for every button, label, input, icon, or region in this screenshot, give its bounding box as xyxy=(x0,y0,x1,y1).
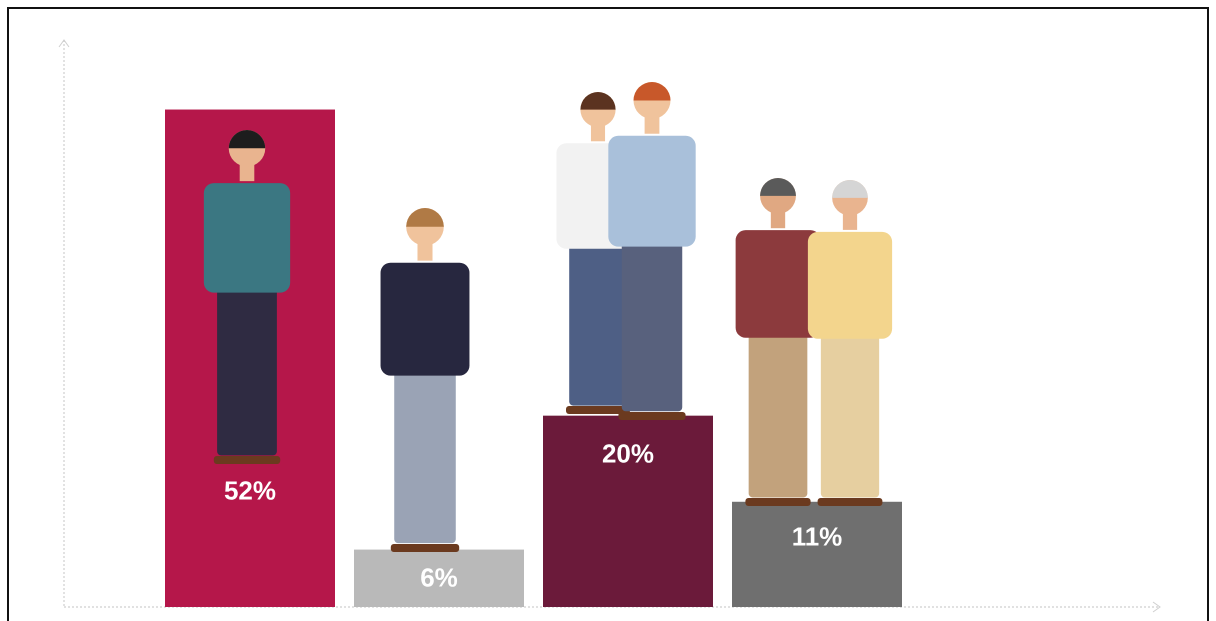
person-shoes xyxy=(213,456,281,464)
person-shoes xyxy=(745,498,811,506)
person-legs xyxy=(748,324,808,498)
value-label: 52% xyxy=(224,475,276,505)
person-legs xyxy=(569,236,627,406)
person-torso xyxy=(807,231,893,339)
y-axis-arrow xyxy=(58,39,70,48)
x-axis-arrow xyxy=(1152,601,1161,613)
person-torso xyxy=(608,135,696,247)
person-hair xyxy=(580,92,616,110)
bar xyxy=(354,549,524,607)
person-hair xyxy=(760,177,796,196)
person-hair xyxy=(228,130,266,149)
person-hair xyxy=(406,208,444,227)
person-torso xyxy=(380,262,470,376)
bar xyxy=(543,415,713,607)
person-torso xyxy=(735,230,821,338)
value-label: 6% xyxy=(420,562,458,592)
person-hair xyxy=(832,179,868,198)
person-shoes xyxy=(390,544,460,552)
person-shoes xyxy=(566,406,630,414)
value-label: 20% xyxy=(602,439,654,469)
people-illustrations xyxy=(203,82,893,552)
bar xyxy=(732,501,902,607)
person-torso xyxy=(203,183,291,293)
person-legs xyxy=(621,233,683,412)
person-shoes xyxy=(817,498,883,506)
person-shoes xyxy=(618,412,686,420)
value-label: 11% xyxy=(792,522,843,552)
person-legs xyxy=(217,279,277,456)
person-legs xyxy=(820,325,880,498)
person-hair xyxy=(633,82,671,101)
person-legs xyxy=(394,361,456,544)
